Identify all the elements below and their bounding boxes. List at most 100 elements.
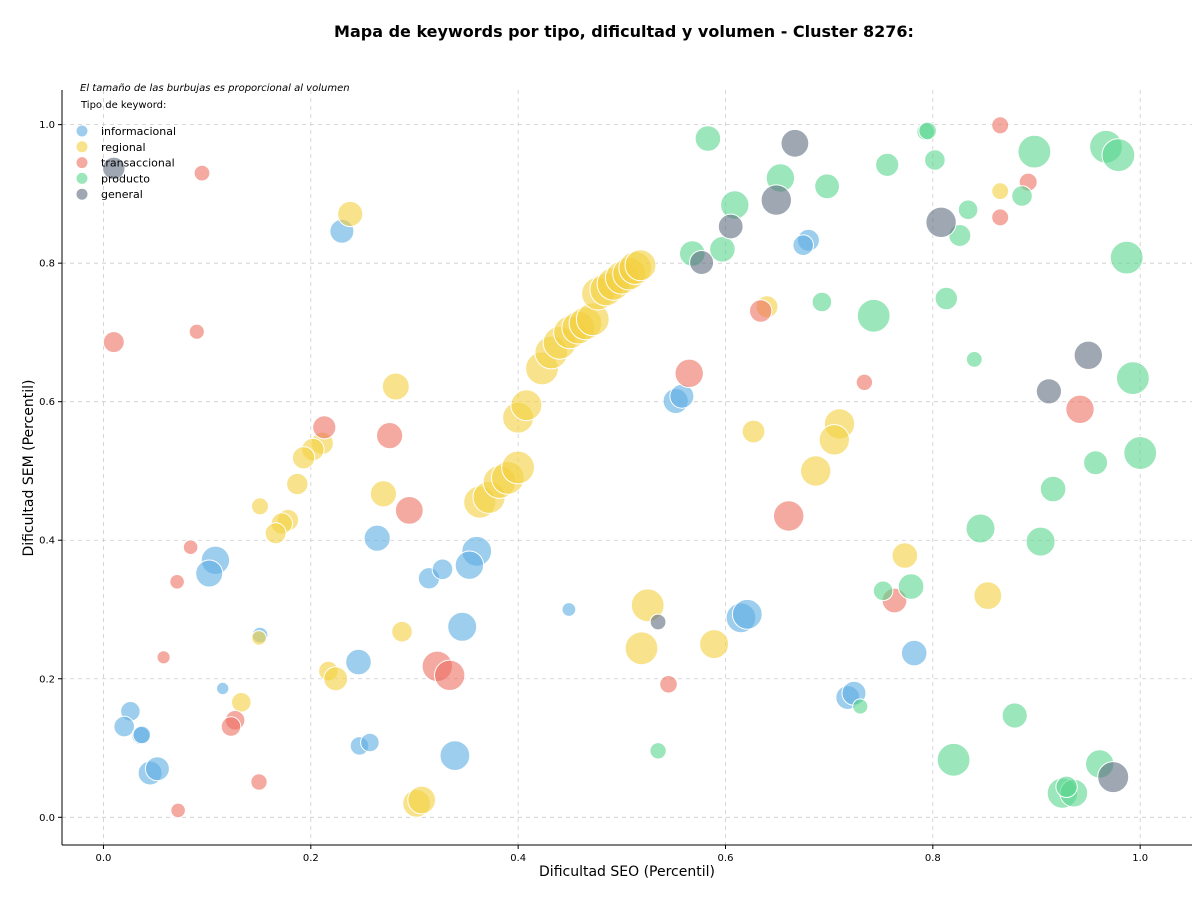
bubble-informacional (132, 725, 152, 745)
bubble-informacional (144, 756, 170, 782)
bubble-producto (814, 173, 840, 200)
bubble-producto (811, 291, 833, 313)
y-tick-label: 0.6 (39, 397, 55, 408)
bubble-regional (973, 581, 1003, 610)
legend-item-producto: producto (76, 172, 150, 185)
bubble-transaccional (169, 574, 185, 590)
x-tick-label: 0.6 (718, 853, 734, 864)
bubble-producto (936, 742, 971, 777)
y-tick-label: 1.0 (39, 120, 55, 131)
bubble-transaccional (193, 164, 211, 182)
bubble-regional (381, 372, 410, 401)
bubble-transaccional (1065, 394, 1095, 424)
bubble-regional (231, 692, 252, 713)
x-tick-label: 0.2 (303, 853, 319, 864)
bubble-informacional (561, 602, 577, 617)
bubble-regional (291, 446, 316, 470)
bubble-producto (1039, 475, 1067, 503)
bubble-regional (251, 497, 269, 516)
bubble-transaccional (102, 331, 125, 354)
bubble-producto (1116, 361, 1150, 396)
series-producto (649, 121, 1158, 809)
legend-marker (76, 172, 88, 184)
legend-label: informacional (101, 125, 176, 138)
legend-marker (76, 157, 88, 169)
bubble-transaccional (250, 773, 268, 791)
bubble-informacional (439, 740, 471, 771)
bubble-regional (699, 629, 730, 660)
chart-title: Mapa de keywords por tipo, dificultad y … (334, 22, 914, 41)
legend-label: regional (101, 141, 146, 154)
bubble-producto (918, 121, 937, 141)
bubble-producto (957, 199, 979, 221)
bubble-regional (286, 472, 309, 496)
bubble-transaccional (659, 675, 678, 694)
bubble-informacional (447, 611, 478, 642)
y-tick-label: 0.2 (39, 674, 55, 685)
bubble-producto (1101, 138, 1136, 173)
bubble-informacional (113, 715, 135, 738)
bubble-transaccional (434, 659, 466, 691)
y-tick-label: 0.8 (39, 259, 55, 270)
bubble-general (689, 250, 715, 275)
x-tick-label: 0.4 (510, 853, 526, 864)
bubble-transaccional (156, 650, 171, 665)
bubble-informacional (363, 524, 391, 552)
series-transaccional (102, 116, 1095, 819)
bubble-producto (1083, 450, 1109, 476)
axes (58, 90, 1192, 849)
bubble-producto (694, 125, 722, 152)
bubble-producto (1109, 240, 1144, 275)
y-tick-label: 0.0 (39, 813, 55, 824)
legend-marker (76, 188, 88, 200)
bubble-informacional (345, 648, 372, 676)
y-tick-label: 0.4 (39, 536, 55, 547)
bubble-transaccional (749, 299, 773, 323)
bubble-general (102, 156, 126, 181)
bubble-producto (649, 742, 667, 760)
bubble-informacional (360, 732, 380, 753)
bubble-producto (852, 698, 869, 715)
bubble-general (1073, 340, 1104, 370)
bubble-informacional (792, 234, 815, 256)
bubble-regional (264, 522, 287, 545)
legend-marker (76, 141, 88, 153)
bubble-general (780, 128, 810, 158)
bubble-regional (624, 631, 659, 666)
bubble-producto (965, 513, 996, 544)
tick-labels: 0.0 0.2 0.4 0.6 0.8 1.0 0.0 0.2 0.4 0.6 0.8 1.0 (39, 120, 1148, 864)
x-tick-label: 1.0 (1132, 853, 1148, 864)
bubble-transaccional (991, 208, 1010, 227)
legend-marker (76, 125, 88, 137)
legend-item-regional: regional (76, 141, 146, 154)
bubble-producto (965, 351, 983, 368)
bubble-producto (709, 236, 736, 263)
y-axis-label: Dificultad SEM (Percentil) (21, 380, 37, 557)
bubble-informacional (900, 639, 928, 667)
bubble-general (1035, 378, 1063, 405)
bubble-regional (741, 419, 766, 444)
bubble-producto (1123, 436, 1158, 470)
bubble-transaccional (182, 539, 199, 556)
legend-title: Tipo de keyword: (80, 100, 166, 111)
bubble-regional (624, 249, 657, 282)
size-note: El tamaño de las burbujas es proporciona… (80, 83, 350, 94)
bubble-producto (924, 149, 946, 171)
bubble-transaccional (376, 422, 404, 450)
bubble-regional (800, 455, 832, 487)
bubble-general (760, 184, 792, 216)
x-tick-label: 0.8 (925, 853, 941, 864)
series-informacional (113, 218, 928, 786)
bubble-producto (1017, 134, 1052, 169)
bubble-producto (1025, 526, 1056, 557)
bubble-regional (991, 182, 1010, 201)
bubble-transaccional (394, 496, 424, 525)
legend-label: transaccional (101, 157, 175, 170)
bubble-regional (407, 785, 437, 815)
bubble-regional (630, 588, 665, 623)
bubble-informacional (216, 681, 230, 696)
legend-label: general (101, 188, 143, 201)
bubble-informacional (731, 598, 763, 630)
bubbles (102, 116, 1158, 819)
